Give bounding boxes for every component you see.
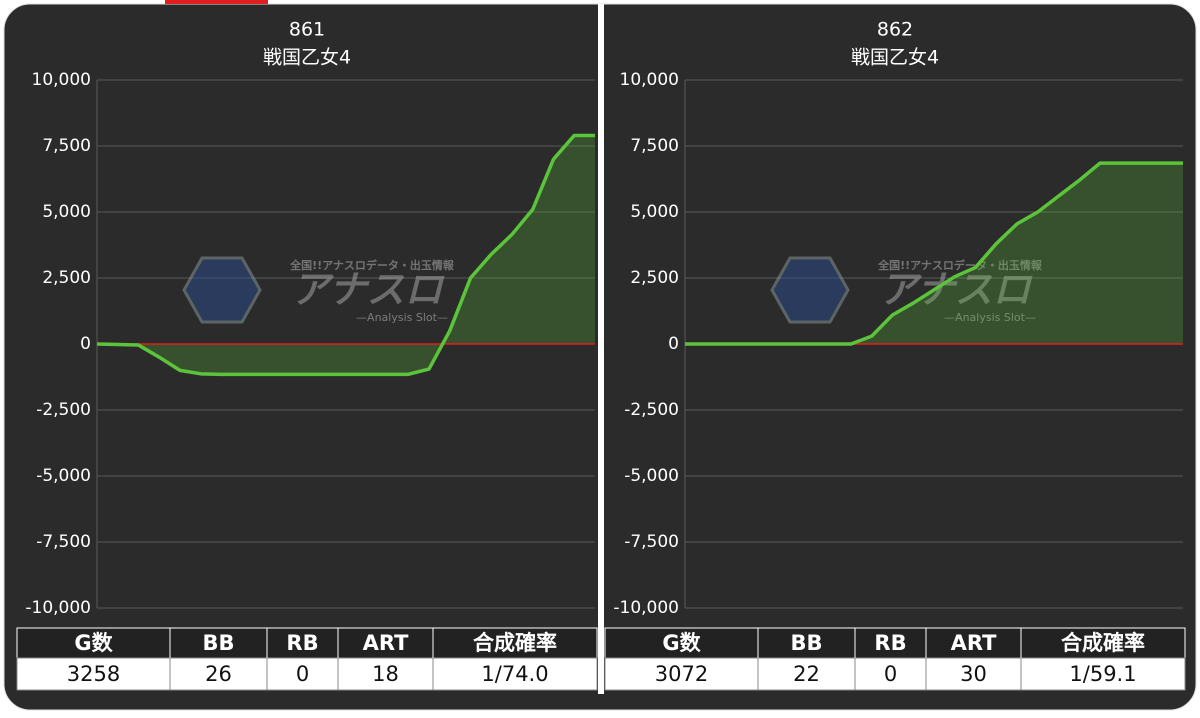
y-tick-label: -2,500 — [36, 400, 91, 420]
y-tick-label: 10,000 — [620, 70, 679, 90]
y-tick-label: 5,000 — [630, 202, 679, 222]
watermark-icon — [182, 256, 262, 324]
table-cell: 1/74.0 — [481, 662, 548, 686]
table-header: ART — [363, 631, 409, 655]
line — [685, 161, 1183, 346]
chart-title: 862 — [877, 19, 913, 41]
y-tick-label: 0 — [80, 334, 91, 354]
chart-subtitle: 戦国乙女4 — [263, 47, 351, 69]
watermark-sub: —Analysis Slot— — [944, 311, 1036, 324]
y-tick-label: 2,500 — [630, 268, 679, 288]
table-cell: 0 — [296, 662, 309, 686]
watermark-tagline: 全国!!アナスロデータ・出玉情報 — [289, 258, 455, 272]
y-tick-label: -7,500 — [36, 532, 91, 552]
table-row-bg — [16, 657, 598, 691]
y-tick-label: -5,000 — [36, 466, 91, 486]
table-cell: 22 — [793, 662, 820, 686]
table-header: RB — [874, 631, 906, 655]
table-cell: 0 — [884, 662, 897, 686]
y-tick-label: -2,500 — [624, 400, 679, 420]
table-cell: 1/59.1 — [1069, 662, 1136, 686]
chart-subtitle: 戦国乙女4 — [851, 47, 939, 69]
table-header: 合成確率 — [473, 631, 557, 655]
chart-title: 861 — [289, 19, 325, 41]
y-tick-label: -10,000 — [613, 598, 679, 618]
table-header: 合成確率 — [1061, 631, 1145, 655]
y-tick-label: 0 — [668, 334, 679, 354]
table-cell: 3072 — [655, 662, 708, 686]
y-tick-label: -7,500 — [624, 532, 679, 552]
watermark-icon — [770, 256, 850, 324]
y-tick-label: 5,000 — [42, 202, 91, 222]
y-tick-label: -5,000 — [624, 466, 679, 486]
table-cell: 26 — [205, 662, 232, 686]
table-cell: 30 — [960, 662, 987, 686]
table-header: ART — [951, 631, 997, 655]
table-header: BB — [790, 631, 822, 655]
area — [685, 163, 1183, 344]
watermark-logo: アナスロ — [291, 268, 445, 312]
y-tick-label: -10,000 — [25, 598, 91, 618]
table-cell: 3258 — [67, 662, 120, 686]
table-row-bg — [604, 657, 1186, 691]
table-header-bg — [604, 627, 1186, 659]
watermark-sub: —Analysis Slot— — [356, 311, 448, 324]
divider — [598, 4, 604, 694]
area — [97, 135, 595, 375]
watermark-tagline: 全国!!アナスロデータ・出玉情報 — [877, 258, 1043, 272]
table-header: G数 — [74, 631, 113, 655]
table-header: BB — [202, 631, 234, 655]
tab-indicator — [165, 0, 268, 4]
table-cell: 18 — [372, 662, 399, 686]
line — [96, 133, 595, 377]
table-header: RB — [286, 631, 318, 655]
table-header-bg — [16, 627, 598, 659]
y-tick-label: 7,500 — [42, 136, 91, 156]
table-header: G数 — [662, 631, 701, 655]
y-tick-label: 2,500 — [42, 268, 91, 288]
y-tick-label: 10,000 — [32, 70, 91, 90]
y-tick-label: 7,500 — [630, 136, 679, 156]
